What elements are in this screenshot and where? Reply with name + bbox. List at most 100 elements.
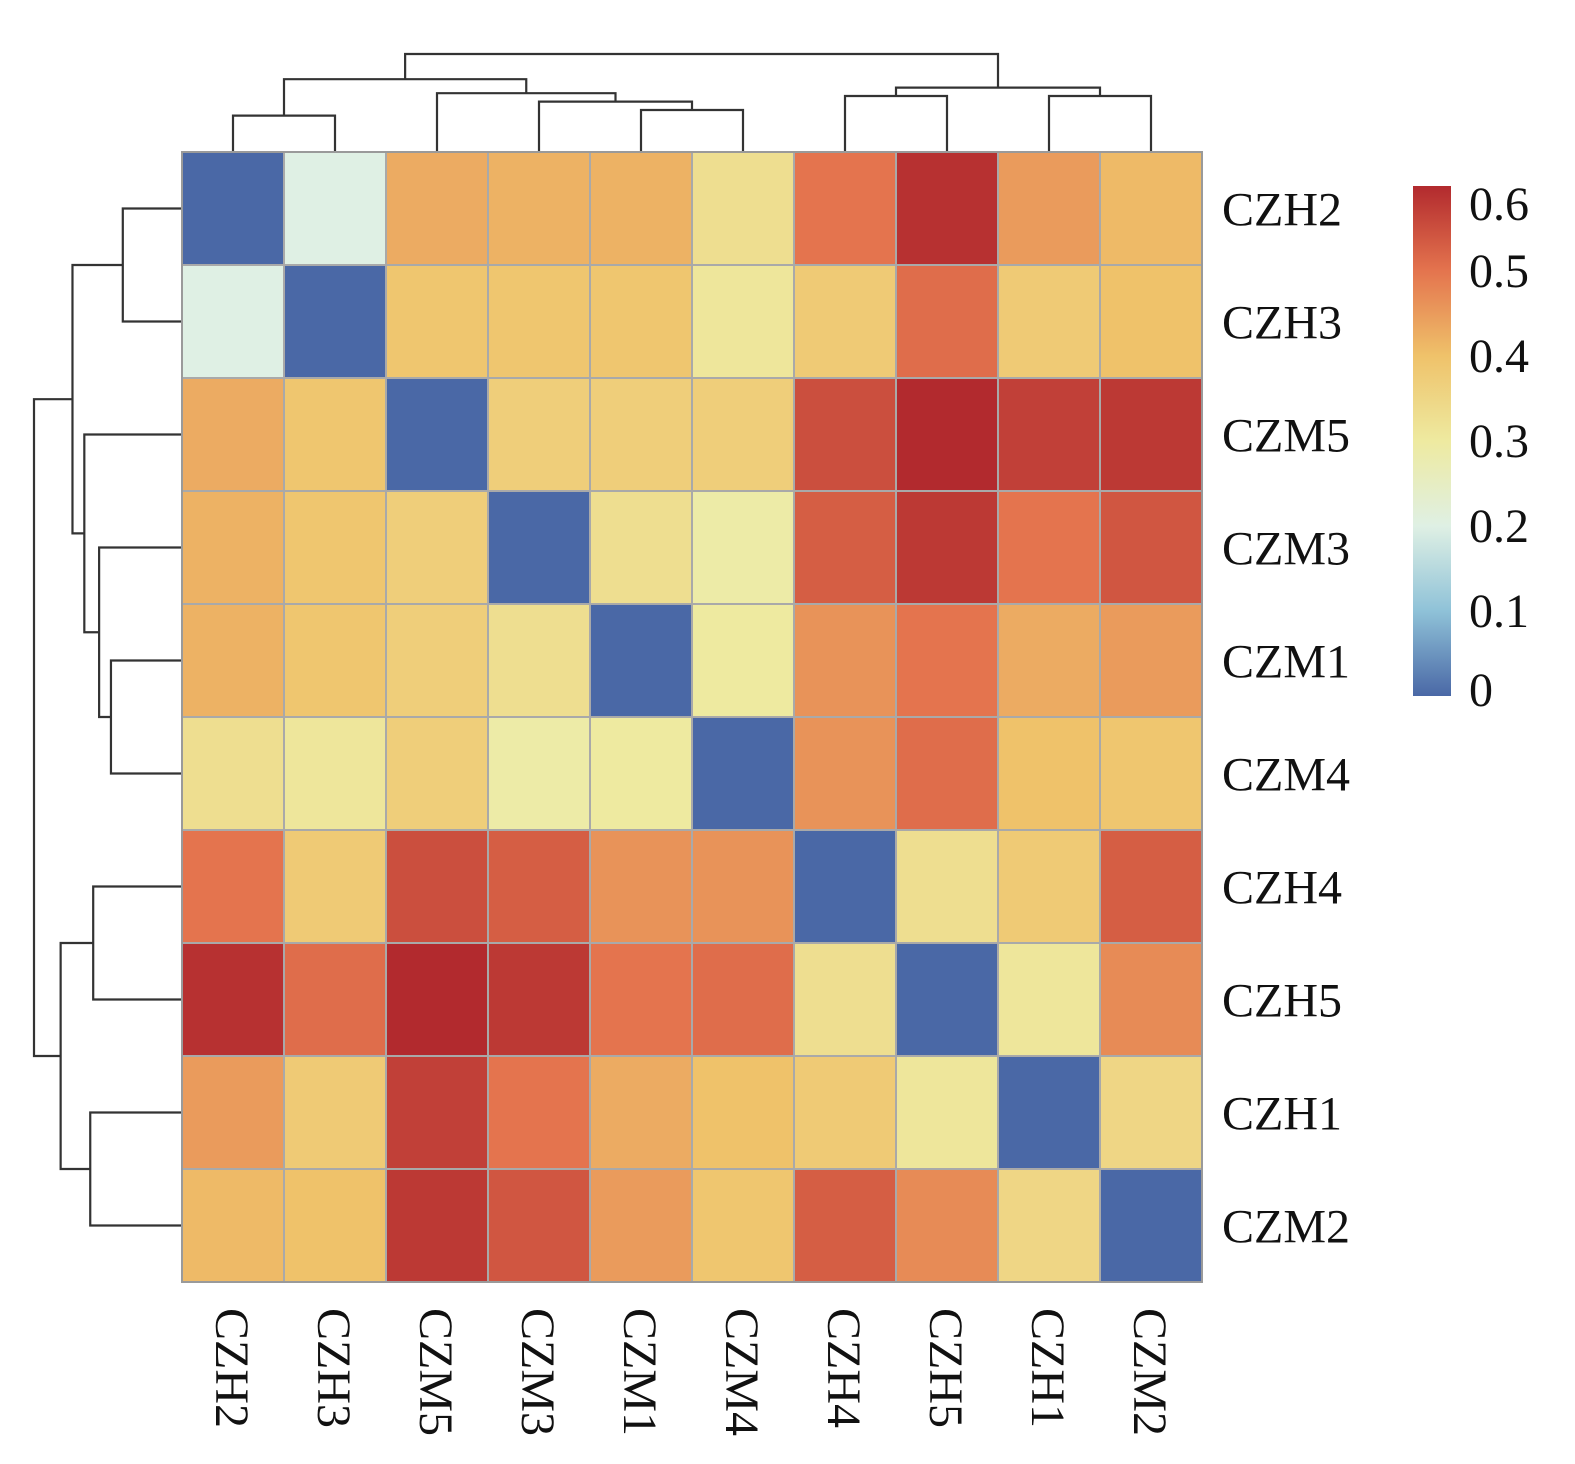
heatmap-cell xyxy=(895,716,999,831)
dendrogram-branch xyxy=(109,659,182,775)
column-label: CZH3 xyxy=(307,1308,360,1428)
row-label: CZM1 xyxy=(1222,636,1350,689)
heatmap-cell xyxy=(181,490,285,605)
heatmap-cell xyxy=(283,829,387,944)
heatmap-cell xyxy=(283,151,387,266)
heatmap-cell xyxy=(895,1168,999,1283)
heatmap-cell xyxy=(589,829,693,944)
heatmap-cell xyxy=(793,377,897,492)
heatmap-cell xyxy=(895,264,999,379)
heatmap-cells xyxy=(181,151,1203,1283)
colorbar-tick-label: 0.5 xyxy=(1469,245,1529,298)
column-label: CZM3 xyxy=(511,1308,564,1436)
colorbar-tick-label: 0 xyxy=(1469,664,1493,717)
heatmap-cell xyxy=(793,603,897,718)
row-label: CZM3 xyxy=(1222,523,1350,576)
dendrogram-branch xyxy=(1047,94,1153,152)
column-label: CZH2 xyxy=(205,1308,258,1428)
heatmap-cell xyxy=(283,264,387,379)
column-dendrogram xyxy=(231,52,1153,152)
heatmap-cell xyxy=(895,377,999,492)
heatmap-cell xyxy=(487,264,591,379)
heatmap-cell xyxy=(487,942,591,1057)
column-label: CZH1 xyxy=(1021,1308,1074,1428)
heatmap-cell xyxy=(283,716,387,831)
heatmap-cell xyxy=(283,603,387,718)
heatmap-cell xyxy=(997,264,1101,379)
dendrogram-branch xyxy=(89,1111,182,1227)
column-label: CZM4 xyxy=(715,1308,768,1436)
heatmap-cell xyxy=(1099,264,1203,379)
heatmap-cell xyxy=(385,1168,489,1283)
heatmap-cell xyxy=(385,151,489,266)
heatmap-cell xyxy=(895,829,999,944)
heatmap-cell xyxy=(793,1168,897,1283)
heatmap-cell xyxy=(283,377,387,492)
heatmap-cell xyxy=(895,151,999,266)
colorbar-tick-label: 0.2 xyxy=(1469,500,1529,553)
heatmap-cell xyxy=(691,377,795,492)
heatmap-cell xyxy=(385,603,489,718)
row-label: CZH3 xyxy=(1222,297,1342,350)
heatmap-cell xyxy=(895,490,999,605)
heatmap-cell xyxy=(181,1168,285,1283)
colorbar-bar xyxy=(1413,186,1451,696)
heatmap-cell xyxy=(1099,603,1203,718)
heatmap-cell xyxy=(895,603,999,718)
heatmap-cell xyxy=(691,829,795,944)
heatmap-cell xyxy=(1099,377,1203,492)
heatmap-cell xyxy=(895,1055,999,1170)
column-label: CZM1 xyxy=(613,1308,666,1436)
row-label: CZH4 xyxy=(1222,862,1342,915)
heatmap-cell xyxy=(997,1055,1101,1170)
heatmap-cell xyxy=(181,1055,285,1170)
heatmap-cell xyxy=(1099,1168,1203,1283)
heatmap-cell xyxy=(385,377,489,492)
heatmap-cell xyxy=(589,716,693,831)
heatmap-cell xyxy=(181,942,285,1057)
row-labels: CZH2 CZH3 CZM5 CZM3 CZM1 CZM4 CZH4 CZH5 CZH1 CZM2 xyxy=(1222,184,1350,1254)
heatmap-cell xyxy=(181,829,285,944)
heatmap-cell xyxy=(691,264,795,379)
dendrogram-branch xyxy=(843,94,949,152)
heatmap-cell xyxy=(997,377,1101,492)
column-label: CZM2 xyxy=(1123,1308,1176,1436)
row-label: CZM5 xyxy=(1222,410,1350,463)
column-label: CZM5 xyxy=(409,1308,462,1436)
row-label: CZH2 xyxy=(1222,184,1342,237)
heatmap-frame xyxy=(181,151,1203,1283)
dendrogram-branch xyxy=(404,52,1000,88)
heatmap-cell xyxy=(691,942,795,1057)
heatmap-cell xyxy=(487,377,591,492)
colorbar-tick-label: 0.1 xyxy=(1469,585,1529,638)
dendrogram-branch xyxy=(639,108,745,152)
dendrogram-branch xyxy=(59,941,94,1171)
heatmap-cell xyxy=(895,942,999,1057)
heatmap-cell xyxy=(385,1055,489,1170)
heatmap-cell xyxy=(1099,716,1203,831)
heatmap-cell xyxy=(487,829,591,944)
heatmap-cell xyxy=(997,829,1101,944)
row-label: CZH5 xyxy=(1222,975,1342,1028)
heatmap-cell xyxy=(385,490,489,605)
heatmap-cell xyxy=(181,603,285,718)
heatmap-cell xyxy=(385,264,489,379)
heatmap-cell xyxy=(691,1055,795,1170)
row-dendrogram xyxy=(32,207,182,1227)
colorbar-tick-label: 0.3 xyxy=(1469,415,1529,468)
heatmap-cell xyxy=(385,716,489,831)
heatmap-cell xyxy=(487,151,591,266)
heatmap-cell xyxy=(487,603,591,718)
heatmap-cell xyxy=(589,377,693,492)
heatmap-cell xyxy=(589,942,693,1057)
heatmap-cell xyxy=(691,151,795,266)
heatmap-cell xyxy=(997,151,1101,266)
heatmap-cell xyxy=(793,942,897,1057)
heatmap-cell xyxy=(487,490,591,605)
heatmap-cell xyxy=(691,716,795,831)
heatmap-cell xyxy=(997,1168,1101,1283)
heatmap-cell xyxy=(793,264,897,379)
heatmap-cell xyxy=(691,603,795,718)
heatmap-cell xyxy=(283,942,387,1057)
